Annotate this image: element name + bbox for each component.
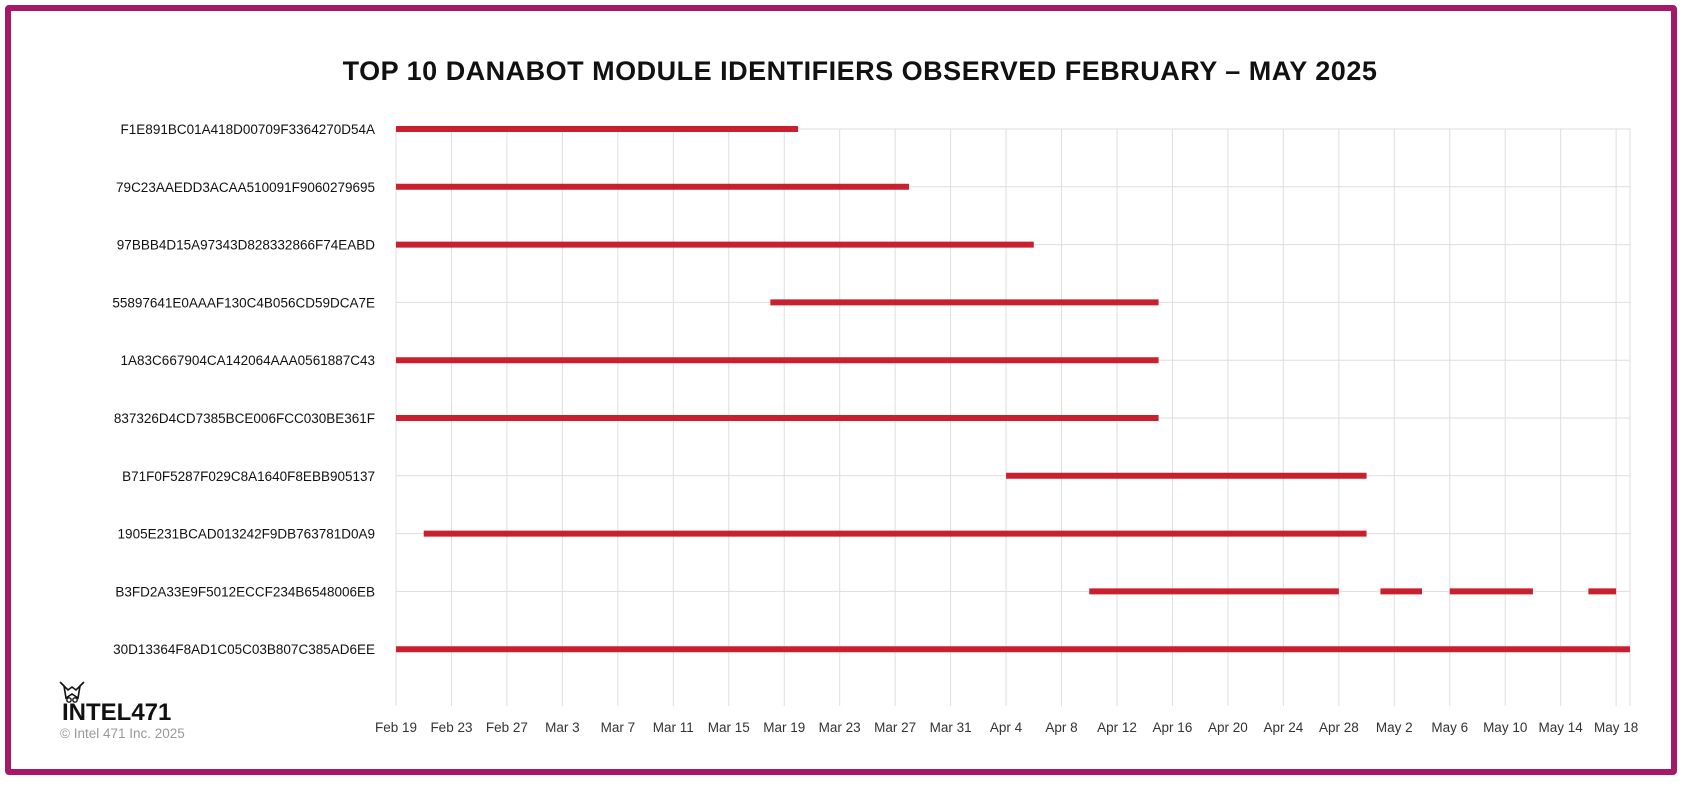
y-category-label: 30D13364F8AD1C05C03B807C385AD6EE [113,642,375,657]
x-tick-label: Mar 3 [545,720,580,735]
logo-text: INTEL471 [62,699,171,726]
x-tick-label: Apr 4 [990,720,1023,735]
x-tick-label: Mar 23 [819,720,861,735]
y-category-label: 837326D4CD7385BCE006FCC030BE361F [114,411,375,426]
y-category-label: 97BBB4D15A97343D828332866F74EABD [117,238,375,253]
x-tick-label: Mar 15 [708,720,750,735]
x-tick-label: Apr 12 [1097,720,1137,735]
copyright-text: © Intel 471 Inc. 2025 [60,726,185,741]
x-tick-label: Mar 11 [653,720,694,735]
x-tick-label: Apr 16 [1153,720,1193,735]
x-tick-label: May 2 [1376,720,1413,735]
owl-icon [59,681,85,703]
x-tick-label: Mar 19 [763,720,805,735]
x-tick-label: May 14 [1539,720,1584,735]
y-category-label: 1905E231BCAD013242F9DB763781D0A9 [118,527,375,542]
x-tick-label: Feb 27 [486,720,528,735]
x-tick-label: Mar 7 [601,720,636,735]
y-category-label: 79C23AAEDD3ACAA510091F9060279695 [116,180,375,195]
x-axis-labels: Feb 19 Feb 23 Feb 27 Mar 3 Mar 7 Mar 11 Mar 15… [375,720,1638,735]
x-tick-label: May 10 [1483,720,1527,735]
x-tick-label: May 18 [1594,720,1638,735]
x-tick-label: Apr 8 [1045,720,1077,735]
x-tick-label: Apr 20 [1208,720,1248,735]
x-tick-label: Mar 31 [930,720,972,735]
chart-title: TOP 10 DANABOT MODULE IDENTIFIERS OBSERV… [343,56,1378,86]
x-tick-label: Apr 24 [1263,720,1303,735]
x-tick-label: Feb 19 [375,720,417,735]
y-category-label: 55897641E0AAAF130C4B056CD59DCA7E [112,295,375,310]
y-category-label: B3FD2A33E9F5012ECCF234B6548006EB [115,584,375,599]
y-axis-labels: F1E891BC01A418D00709F3364270D54A 79C23AAE… [112,122,375,657]
x-tick-label: May 6 [1431,720,1468,735]
y-category-label: 1A83C667904CA142064AAA0561887C43 [121,353,375,368]
x-tick-label: Feb 23 [430,720,472,735]
y-category-label: F1E891BC01A418D00709F3364270D54A [121,122,375,137]
y-category-label: B71F0F5287F029C8A1640F8EBB905137 [122,469,375,484]
timeline-bars [396,126,1630,653]
x-tick-label: Apr 28 [1319,720,1359,735]
intel471-logo: INTEL471 [59,681,171,726]
x-tick-label: Mar 27 [874,720,916,735]
